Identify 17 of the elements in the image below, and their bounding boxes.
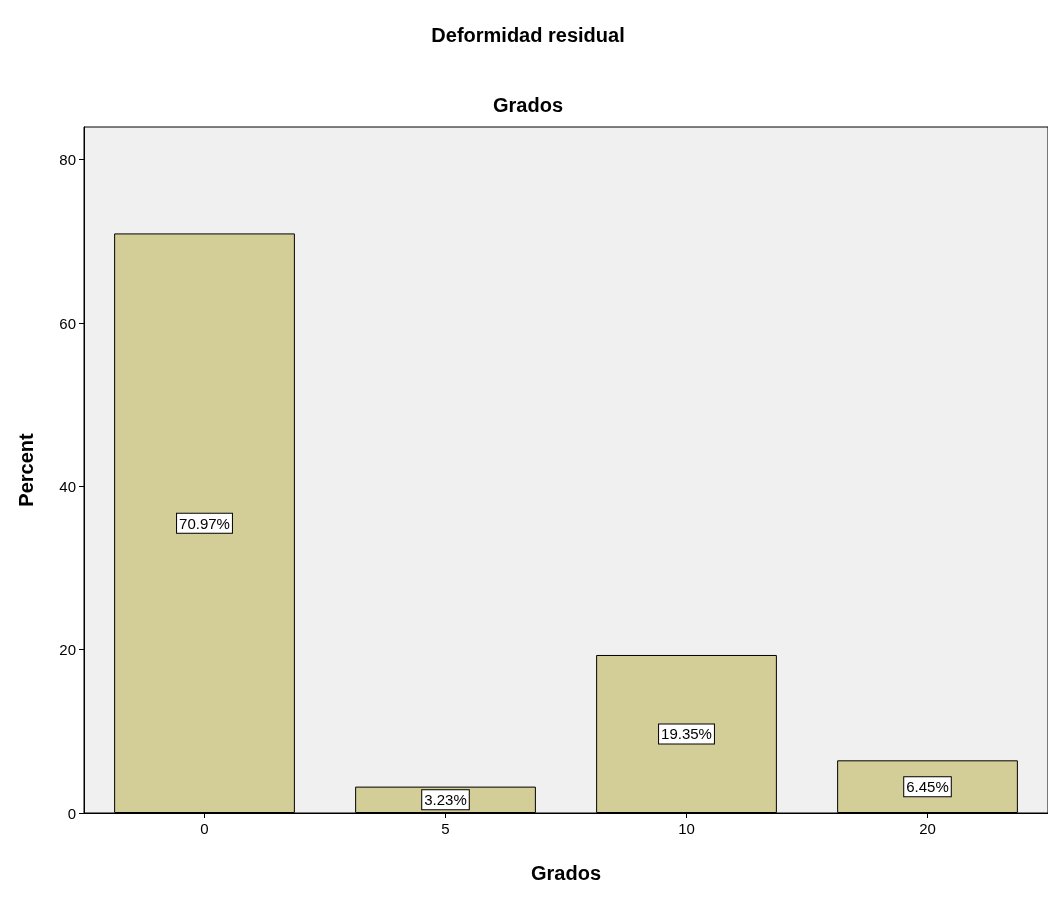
data-label: 70.97% [179, 514, 230, 532]
y-tick-label: 20 [59, 641, 76, 659]
y-tick-label: 40 [59, 477, 76, 495]
data-label: 19.35% [661, 725, 712, 743]
data-label: 3.23% [424, 791, 467, 809]
chart-title: Deformidad residual [431, 24, 625, 46]
chart-subtitle: Grados [492, 94, 564, 116]
data-label: 6.45% [906, 778, 949, 796]
x-axis-title: Grados [530, 862, 602, 884]
x-tick-label: 10 [678, 820, 695, 837]
x-tick-label: 5 [441, 820, 450, 837]
y-tick-label: 0 [67, 804, 76, 822]
y-axis-title: Percent [15, 432, 37, 507]
y-tick-label: 80 [59, 151, 76, 169]
y-tick-label: 60 [59, 314, 76, 332]
x-tick-label: 20 [919, 820, 936, 837]
x-tick-label: 0 [200, 820, 209, 837]
